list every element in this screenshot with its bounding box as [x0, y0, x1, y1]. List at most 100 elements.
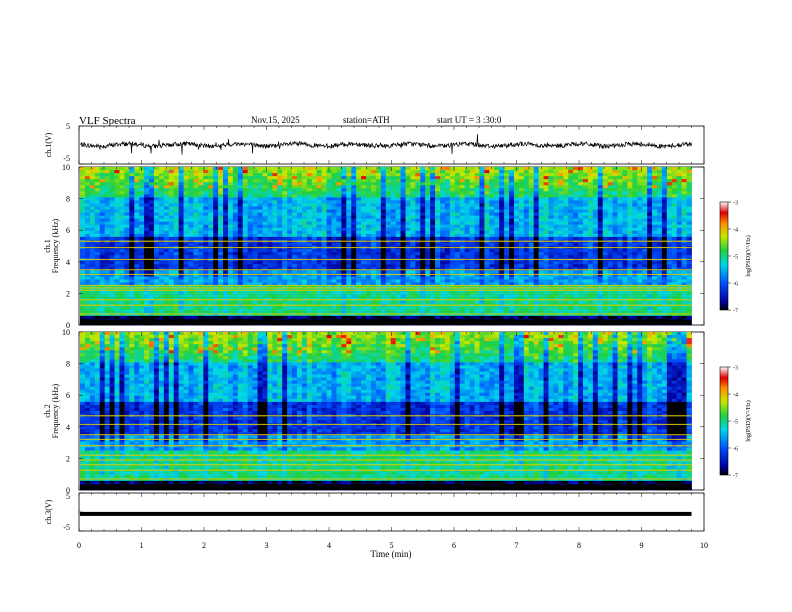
spectrogram-cell: [523, 206, 530, 210]
spectrogram-cell: [553, 227, 559, 232]
spectrogram-cell: [277, 255, 283, 259]
spectrogram-cell: [533, 236, 540, 241]
spectrogram-cell: [563, 279, 569, 283]
spectrogram-cell: [84, 182, 91, 186]
spectrogram-cell: [578, 236, 584, 241]
spectrogram-cell: [464, 173, 470, 177]
spectrogram-cell: [109, 167, 115, 171]
spectrogram-cell: [425, 230, 431, 235]
spectrogram-cell: [134, 279, 140, 283]
spectrogram-cell: [173, 279, 180, 283]
spectrogram-cell: [173, 236, 180, 241]
spectrogram-cell: [518, 224, 525, 229]
spectrogram-cell: [316, 236, 323, 241]
spectrogram-cell: [227, 227, 234, 232]
spectrogram-cell: [681, 173, 687, 177]
spectrogram-cell: [163, 230, 170, 235]
spectrogram-cell: [188, 212, 194, 217]
spectrogram-cell: [489, 209, 495, 213]
spectrogram-cell: [686, 176, 692, 180]
spectrogram-cell: [144, 176, 150, 180]
spectrogram-cell: [208, 261, 214, 265]
spectrogram-cell: [341, 170, 347, 174]
spectrogram-cell: [528, 273, 535, 277]
spectrogram-cell: [474, 261, 480, 265]
spectrogram-cell: [676, 170, 683, 174]
spectrogram-cell: [311, 215, 318, 220]
spectrogram-cell: [425, 261, 431, 265]
spectrogram-cell: [612, 242, 618, 247]
spectrogram-cell: [158, 218, 165, 223]
spectrogram-cell: [282, 270, 288, 274]
spectrogram-cell: [440, 182, 446, 186]
spectrogram-cell: [405, 173, 411, 177]
spectrogram-cell: [287, 176, 293, 180]
spectrogram-cell: [168, 267, 175, 271]
spectrogram-cell: [153, 188, 160, 192]
spectrogram-cell: [607, 249, 613, 253]
spectrogram-cell: [370, 230, 377, 235]
spectrogram-cell: [198, 179, 204, 183]
spectrogram-cell: [686, 179, 692, 183]
spectrogram-cell: [617, 255, 623, 259]
spectrogram-cell: [99, 170, 106, 174]
spectrogram-cell: [430, 224, 436, 229]
spectrogram-cell: [198, 203, 204, 207]
spectrogram-cell: [267, 270, 273, 274]
spectrogram-cell: [213, 206, 219, 210]
spectrogram-cell: [533, 212, 540, 217]
spectrogram-cell: [627, 197, 633, 201]
spectrogram-cell: [420, 267, 426, 271]
spectrogram-cell: [400, 236, 406, 241]
spectrogram-cell: [218, 203, 224, 207]
spectrogram-cell: [583, 267, 589, 271]
spectrogram-cell: [587, 249, 594, 253]
spectrogram-cell: [548, 230, 554, 235]
spectrogram-cell: [523, 179, 530, 183]
spectrogram-cell: [331, 242, 337, 247]
spectrogram-cell: [489, 279, 495, 283]
spectrogram-cell: [272, 255, 278, 259]
spectrogram-cell: [247, 173, 253, 177]
spectrogram-cell: [109, 279, 115, 283]
spectrogram-cell: [622, 176, 628, 180]
spectrogram-cell: [149, 279, 155, 283]
spectrogram-cell: [124, 200, 130, 204]
spectrogram-cell: [415, 279, 421, 283]
spectrogram-cell: [494, 209, 500, 213]
spectrogram-cell: [513, 188, 520, 192]
spectrogram-cell: [188, 285, 194, 289]
spectrogram-cell: [568, 197, 574, 201]
spectrogram-cell: [597, 221, 604, 226]
spectrogram-cell: [198, 285, 204, 289]
spectrogram-cell: [94, 255, 101, 259]
spectrogram-cell: [533, 242, 540, 247]
spectrogram-cell: [203, 197, 209, 201]
spectrogram-cell: [420, 212, 426, 217]
spectrogram-cell: [272, 276, 278, 280]
spectrogram-cell: [321, 188, 327, 192]
spectrogram-cell: [420, 176, 426, 180]
spectrogram-cell: [474, 209, 480, 213]
spectrogram-cell: [144, 236, 150, 241]
spectrogram-cell: [602, 176, 609, 180]
spectrogram-cell: [193, 273, 199, 277]
spectrogram-cell: [183, 206, 189, 210]
spectrogram-cell: [129, 249, 135, 253]
spectrogram-cell: [282, 227, 288, 232]
spectrogram-cell: [632, 249, 638, 253]
spectrogram-cell: [193, 255, 199, 259]
spectrogram-cell: [119, 230, 125, 235]
spectrogram-cell: [287, 218, 293, 223]
spectrogram-cell: [198, 182, 204, 186]
spectrogram-cell: [425, 185, 431, 189]
spectrogram-cell: [671, 230, 678, 235]
spectrogram-cell: [676, 191, 683, 195]
spectrogram-cell: [193, 282, 199, 286]
spectrogram-cell: [277, 191, 283, 195]
spectrogram-cell: [114, 185, 120, 189]
spectrogram-cell: [647, 282, 653, 286]
spectrogram-cell: [173, 227, 180, 232]
spectrogram-cell: [257, 285, 263, 289]
spectrogram-cell: [395, 197, 401, 201]
